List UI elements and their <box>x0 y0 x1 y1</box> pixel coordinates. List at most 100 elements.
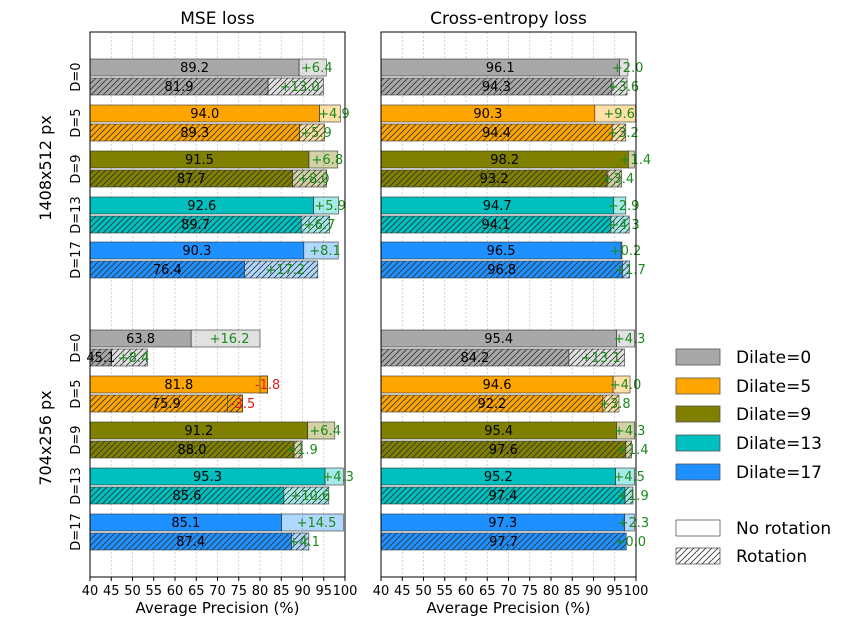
x-tick-label: 40 <box>82 584 99 599</box>
bar-base-hatch <box>381 349 569 366</box>
bar-delta-label: +2.0 <box>612 61 644 76</box>
bar-value-label: 94.6 <box>483 378 512 393</box>
bar-value-label: 91.2 <box>184 424 213 439</box>
row-label: D=13 <box>69 196 84 233</box>
bar-value-label: 81.8 <box>164 378 193 393</box>
bar-delta-label: +4.3 <box>322 470 354 485</box>
bar-base-hatch <box>90 170 293 187</box>
bar-base-hatch <box>90 395 243 412</box>
row-label: D=5 <box>69 379 84 408</box>
bar-delta-label: +17.2 <box>265 263 305 278</box>
bar-delta-label: +1.9 <box>286 443 318 458</box>
bar-value-label: 93.2 <box>480 172 509 187</box>
chart-title: MSE loss <box>180 9 255 29</box>
bar-delta-label: +1.7 <box>614 263 646 278</box>
legend-swatch <box>675 519 721 537</box>
bar-value-label: 97.7 <box>489 535 518 550</box>
bar-base-hatch <box>90 441 294 458</box>
bar-value-label: 75.9 <box>152 397 181 412</box>
bar-delta <box>619 58 629 77</box>
bar-value-label: 90.3 <box>182 244 211 259</box>
bar-delta-label: +2.9 <box>608 199 640 214</box>
x-tick-label: 85 <box>564 584 581 599</box>
legend-swatch <box>675 377 721 395</box>
bar-value-label: 94.7 <box>483 199 512 214</box>
legend-swatch-hatch <box>676 548 720 564</box>
row-label: D=13 <box>69 467 84 504</box>
bar-value-label: 95.4 <box>484 332 513 347</box>
bar-delta-hatch <box>611 78 628 95</box>
bar-delta <box>259 375 268 394</box>
bar-value-label: 95.4 <box>484 424 513 439</box>
bar-delta-label: +8.0 <box>298 172 330 187</box>
row-label: D=0 <box>69 333 84 362</box>
x-tick-label: 90 <box>585 584 602 599</box>
bar-delta-label: +2.3 <box>618 516 650 531</box>
bar-delta-label: +0.2 <box>610 244 642 259</box>
legend-label: Dilate=9 <box>736 405 811 425</box>
x-tick-label: 100 <box>624 584 649 599</box>
bar-value-label: 88.0 <box>178 443 207 458</box>
bar-delta-hatch <box>602 395 619 412</box>
bar-base-hatch <box>90 216 302 233</box>
x-tick-label: 60 <box>167 584 184 599</box>
bar-delta-label: +3.2 <box>607 126 639 141</box>
bar-delta-label: +8.1 <box>309 244 341 259</box>
bar-delta-hatch <box>568 349 625 366</box>
bar-delta <box>616 329 636 348</box>
row-label: D=0 <box>69 62 84 91</box>
bar-delta <box>613 196 627 215</box>
bar-delta-label: +4.3 <box>608 218 640 233</box>
bar-value-label: 96.8 <box>487 263 516 278</box>
bar-delta <box>298 58 327 77</box>
bar-base-hatch <box>381 78 612 95</box>
row-label: D=9 <box>69 425 84 454</box>
bar-value-label: 95.3 <box>193 470 222 485</box>
row-label: D=9 <box>69 154 84 183</box>
bar-delta <box>319 104 341 123</box>
bar-delta-label: +14.5 <box>297 516 337 531</box>
bar-value-label: 94.3 <box>482 80 511 95</box>
x-tick-label: 50 <box>124 584 141 599</box>
bar-delta <box>190 329 261 348</box>
bar-delta-label: +6.4 <box>309 424 341 439</box>
bar-base-hatch <box>90 78 269 95</box>
x-tick-label: 55 <box>145 584 162 599</box>
bar-base-hatch <box>381 487 625 504</box>
bar-delta-label: +1.4 <box>617 443 649 458</box>
bar-delta <box>307 421 336 440</box>
row-label: D=5 <box>69 108 84 137</box>
x-tick-label: 65 <box>188 584 205 599</box>
bar-value-label: 94.1 <box>481 218 510 233</box>
bar-delta-label: +6.4 <box>301 61 333 76</box>
bar-value-label: 63.8 <box>126 332 155 347</box>
bar-delta-label: +9.6 <box>603 107 635 122</box>
bar-value-label: 76.4 <box>153 263 182 278</box>
bar-delta <box>303 241 339 260</box>
bar-delta-label: +0.0 <box>614 535 646 550</box>
bar-delta-hatch <box>607 170 622 187</box>
bar-delta-label: +13.0 <box>280 80 320 95</box>
bar-delta-label: -1.8 <box>255 378 280 393</box>
bar-delta-label: +1.9 <box>617 489 649 504</box>
x-tick-label: 80 <box>543 584 560 599</box>
bar-value-label: 95.2 <box>484 470 513 485</box>
bar-delta <box>313 196 339 215</box>
bar-delta-label: +3.6 <box>608 80 640 95</box>
bar-base-hatch <box>90 124 300 141</box>
bar-delta <box>620 241 623 260</box>
group-label: 704x256 px <box>36 390 55 485</box>
bar-delta <box>324 467 344 486</box>
legend-label: Dilate=17 <box>736 463 822 483</box>
legend-label: No rotation <box>736 519 831 539</box>
bar-delta <box>308 150 339 169</box>
legend-swatch <box>675 348 721 366</box>
x-tick-label: 50 <box>415 584 432 599</box>
bar-delta-hatch <box>291 533 309 550</box>
x-tick-label: 75 <box>230 584 247 599</box>
x-tick-label: 40 <box>373 584 390 599</box>
x-tick-label: 100 <box>333 584 358 599</box>
bar-value-label: 84.2 <box>460 351 489 366</box>
bar-delta-hatch <box>283 487 329 504</box>
bar-base-hatch <box>90 487 284 504</box>
